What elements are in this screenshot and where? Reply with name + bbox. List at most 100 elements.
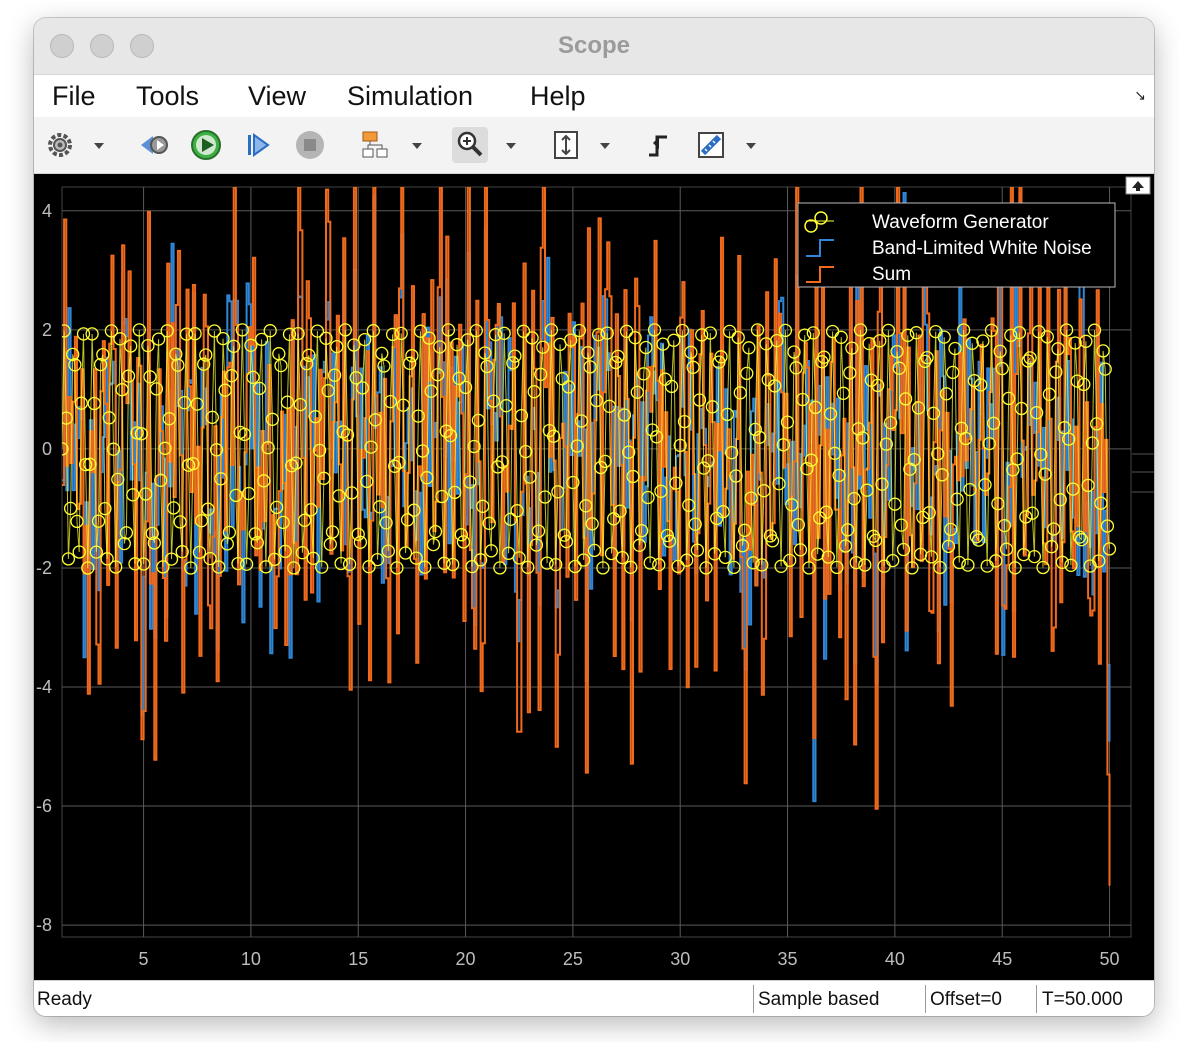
waveform-marker bbox=[647, 323, 662, 337]
waveform-marker bbox=[898, 392, 913, 406]
waveform-marker bbox=[177, 396, 192, 410]
waveform-marker bbox=[291, 326, 305, 341]
undock-icon[interactable]: ↘ bbox=[1134, 87, 1146, 103]
waveform-marker bbox=[1034, 447, 1048, 462]
cursor-measure-icon[interactable] bbox=[694, 127, 730, 163]
menu-simulation[interactable]: Simulation bbox=[347, 81, 474, 111]
waveform-marker bbox=[203, 551, 217, 566]
waveform-marker bbox=[276, 515, 290, 530]
waveform-marker bbox=[787, 345, 801, 359]
waveform-marker bbox=[881, 323, 896, 338]
x-tick-label: 10 bbox=[241, 949, 261, 969]
zoom-dropdown-arrow[interactable] bbox=[506, 143, 516, 149]
settings-dropdown-arrow[interactable] bbox=[94, 143, 104, 149]
waveform-marker bbox=[216, 331, 230, 346]
waveform-marker bbox=[858, 558, 872, 572]
scale-axes-icon[interactable] bbox=[548, 127, 584, 163]
scale-dropdown-arrow[interactable] bbox=[600, 143, 610, 149]
step-forward-icon[interactable] bbox=[240, 127, 276, 163]
waveform-marker bbox=[871, 378, 885, 393]
zoom-in-icon[interactable] bbox=[452, 127, 488, 163]
waveform-marker bbox=[791, 518, 805, 532]
menu-tools[interactable]: Tools bbox=[136, 81, 200, 111]
x-tick-label: 35 bbox=[778, 949, 798, 969]
menu-file[interactable]: File bbox=[52, 81, 96, 111]
trigger-icon[interactable] bbox=[640, 127, 676, 163]
waveform-marker bbox=[62, 324, 71, 338]
waveform-marker bbox=[830, 560, 844, 575]
waveform-marker bbox=[896, 542, 911, 557]
run-backward-icon[interactable] bbox=[136, 127, 172, 163]
waveform-marker bbox=[628, 331, 642, 345]
waveform-marker bbox=[306, 551, 320, 565]
menu-help[interactable]: Help bbox=[530, 81, 586, 111]
waveform-marker bbox=[941, 539, 956, 554]
run-icon[interactable] bbox=[188, 127, 224, 163]
waveform-marker bbox=[160, 324, 174, 338]
waveform-marker bbox=[218, 383, 232, 397]
waveform-marker bbox=[184, 561, 198, 575]
x-tick-label: 30 bbox=[670, 949, 690, 969]
waveform-marker bbox=[598, 454, 612, 469]
waveform-marker bbox=[248, 527, 262, 541]
waveform-generator-markers bbox=[62, 323, 1117, 575]
waveform-marker bbox=[1085, 436, 1100, 450]
waveform-marker bbox=[1066, 482, 1080, 496]
waveform-marker bbox=[834, 330, 848, 344]
legend[interactable]: Waveform Generator Band-Limited White No… bbox=[797, 202, 1116, 288]
highlight-dropdown-arrow[interactable] bbox=[412, 143, 422, 149]
waveform-marker bbox=[937, 330, 951, 344]
waveform-marker bbox=[948, 341, 962, 356]
close-window-button[interactable] bbox=[50, 34, 74, 58]
waveform-marker bbox=[360, 474, 374, 489]
waveform-marker bbox=[965, 336, 979, 350]
waveform-marker bbox=[669, 476, 683, 490]
waveform-marker bbox=[574, 414, 589, 428]
waveform-marker bbox=[986, 416, 1001, 430]
menu-view[interactable]: View bbox=[248, 81, 307, 111]
waveform-marker bbox=[355, 381, 370, 395]
plot-area[interactable]: 5 10 15 20 25 30 35 40 45 50 4 2 0 -2 -4 -6 -8 Waveform … bbox=[34, 174, 1154, 980]
waveform-marker bbox=[74, 396, 88, 410]
waveform-marker bbox=[740, 366, 754, 381]
x-tick-label: 20 bbox=[456, 949, 476, 969]
measure-dropdown-arrow[interactable] bbox=[746, 143, 756, 149]
waveform-marker bbox=[1036, 560, 1050, 575]
waveform-marker bbox=[1081, 478, 1095, 493]
waveform-marker bbox=[1040, 330, 1054, 344]
waveform-marker bbox=[546, 429, 561, 443]
waveform-marker bbox=[778, 323, 793, 338]
waveform-marker bbox=[325, 525, 340, 539]
waveform-marker bbox=[856, 431, 870, 445]
waveform-marker bbox=[394, 326, 408, 341]
waveform-marker bbox=[701, 454, 715, 468]
waveform-marker bbox=[151, 332, 166, 346]
waveform-marker bbox=[591, 328, 606, 342]
waveform-marker bbox=[388, 459, 402, 473]
waveform-marker bbox=[750, 323, 765, 337]
waveform-marker bbox=[755, 558, 769, 572]
waveform-marker bbox=[381, 544, 395, 558]
settings-icon[interactable] bbox=[42, 127, 78, 163]
restore-axes-icon[interactable] bbox=[1125, 176, 1151, 195]
waveform-marker bbox=[516, 324, 531, 338]
stop-icon[interactable] bbox=[292, 127, 328, 163]
waveform-marker bbox=[128, 557, 142, 571]
waveform-marker bbox=[742, 341, 756, 355]
waveform-marker bbox=[845, 341, 859, 355]
zoom-window-button[interactable] bbox=[130, 34, 154, 58]
waveform-marker bbox=[338, 323, 352, 337]
waveform-marker bbox=[109, 560, 123, 574]
waveform-marker bbox=[538, 490, 552, 504]
waveform-marker bbox=[463, 475, 477, 489]
highlight-block-icon[interactable] bbox=[358, 127, 394, 163]
waveform-marker bbox=[886, 553, 900, 568]
minimize-window-button[interactable] bbox=[90, 34, 114, 58]
waveform-marker bbox=[1070, 374, 1084, 388]
waveform-marker bbox=[549, 557, 563, 572]
waveform-marker bbox=[892, 361, 906, 375]
waveform-marker bbox=[780, 415, 795, 429]
waveform-marker bbox=[139, 487, 153, 501]
waveform-marker bbox=[682, 498, 696, 512]
